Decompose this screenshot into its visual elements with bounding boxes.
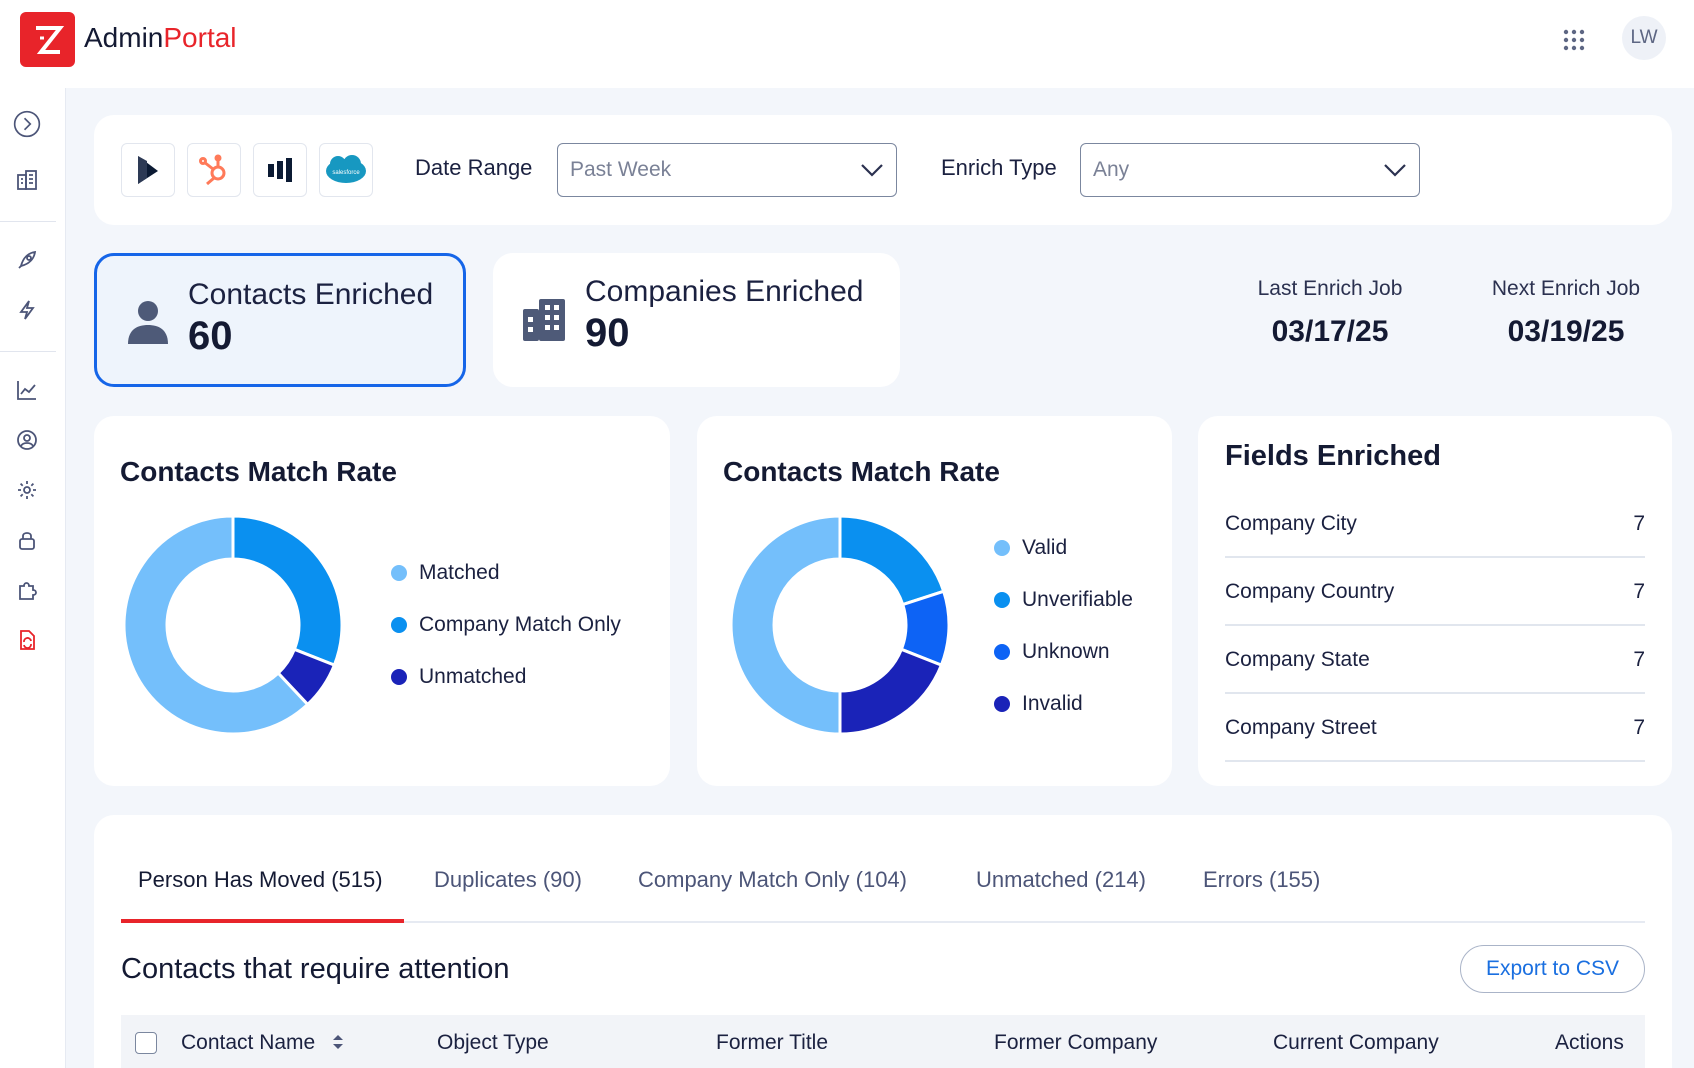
- tab-company-match-only[interactable]: Company Match Only (104): [638, 867, 907, 892]
- companies-enriched-card[interactable]: Companies Enriched 90: [493, 253, 900, 387]
- legend-dot: [391, 565, 407, 581]
- attention-table-card: Person Has Moved (515) Duplicates (90) C…: [94, 815, 1672, 1068]
- app-logo-text: AdminPortal: [84, 22, 237, 53]
- marketo-icon[interactable]: [253, 143, 307, 197]
- legend-valid: Valid: [994, 536, 1067, 560]
- list-item: Company State 7: [1225, 626, 1645, 694]
- legend-invalid: Invalid: [994, 692, 1083, 716]
- person-icon: [125, 298, 171, 348]
- legend-dot: [994, 540, 1010, 556]
- tab-unmatched[interactable]: Unmatched (214): [976, 867, 1146, 892]
- contacts-enriched-label: Contacts Enriched: [188, 278, 434, 311]
- salesforce-icon[interactable]: salesforce: [319, 143, 373, 197]
- table-header: Contact Name Object Type Former Title Fo…: [121, 1015, 1645, 1068]
- column-header-object-type: Object Type: [437, 1031, 549, 1054]
- enrich-type-select[interactable]: Any: [1080, 143, 1420, 197]
- enrich-type-value: Any: [1093, 158, 1130, 181]
- user-avatar[interactable]: LW: [1622, 16, 1666, 60]
- next-enrich-job-value: 03/19/25: [1507, 315, 1625, 348]
- dynamics-icon[interactable]: [121, 143, 175, 197]
- fields-enriched-card: Fields Enriched Company City 7 Company Co…: [1198, 416, 1672, 786]
- date-range-label: Date Range: [415, 155, 533, 180]
- export-csv-button[interactable]: Export to CSV: [1460, 945, 1645, 993]
- sidebar-divider: [0, 221, 56, 222]
- tab-bar: Person Has Moved (515) Duplicates (90) C…: [121, 815, 1645, 923]
- donut-slice-unverifiable[interactable]: [838, 514, 946, 607]
- legend-dot: [391, 617, 407, 633]
- column-header-former-company: Former Company: [994, 1031, 1158, 1054]
- companies-enriched-label: Companies Enriched: [585, 275, 864, 308]
- fields-enriched-title: Fields Enriched: [1225, 440, 1441, 472]
- chart-title: Contacts Match Rate: [120, 456, 397, 487]
- legend-unknown: Unknown: [994, 640, 1110, 664]
- chevron-down-icon: [860, 160, 884, 185]
- chart-title: Contacts Match Rate: [723, 456, 1000, 487]
- column-header-actions: Actions: [1555, 1031, 1624, 1054]
- legend-dot: [994, 696, 1010, 712]
- sidebar: [0, 88, 66, 1068]
- rocket-icon[interactable]: [13, 246, 41, 274]
- donut-slice-matched[interactable]: [122, 514, 310, 736]
- legend-unmatched: Unmatched: [391, 665, 526, 689]
- lightning-icon[interactable]: [13, 296, 41, 324]
- validity-chart-card: Contacts Match Rate Valid Unverifiable U…: [697, 416, 1172, 786]
- select-all-checkbox[interactable]: [135, 1032, 157, 1054]
- lock-icon[interactable]: [13, 526, 41, 554]
- donut-slice-valid[interactable]: [729, 514, 842, 736]
- last-enrich-job-value: 03/17/25: [1271, 315, 1389, 348]
- top-bar: AdminPortal LW: [0, 0, 1694, 88]
- contacts-enriched-value: 60: [188, 314, 233, 358]
- puzzle-icon[interactable]: [13, 576, 41, 604]
- legend-dot: [391, 669, 407, 685]
- last-enrich-job-label: Last Enrich Job: [1257, 277, 1403, 300]
- donut-slice-invalid[interactable]: [838, 647, 944, 736]
- file-sync-icon[interactable]: [13, 626, 41, 654]
- date-range-value: Past Week: [570, 158, 672, 181]
- legend-dot: [994, 644, 1010, 660]
- column-header-contact-name[interactable]: Contact Name: [181, 1031, 345, 1055]
- list-item: Company Street 7: [1225, 694, 1645, 762]
- match-rate-donut: [122, 514, 344, 736]
- list-item: Company Country 7: [1225, 558, 1645, 626]
- active-tab-indicator: [121, 919, 404, 923]
- analytics-icon[interactable]: [13, 376, 41, 404]
- next-enrich-job: Next Enrich Job 03/19/25: [1476, 277, 1656, 349]
- legend-dot: [994, 592, 1010, 608]
- enrich-type-label: Enrich Type: [941, 155, 1057, 180]
- hubspot-icon[interactable]: [187, 143, 241, 197]
- filter-bar: salesforce Date Range Past Week Enrich T…: [94, 115, 1672, 225]
- legend-matched: Matched: [391, 561, 500, 585]
- column-header-current-company: Current Company: [1273, 1031, 1439, 1054]
- apps-grid-icon[interactable]: [1562, 28, 1586, 52]
- sort-icon[interactable]: [331, 1032, 345, 1052]
- companies-enriched-value: 90: [585, 311, 630, 355]
- salesforce-text: salesforce: [332, 170, 360, 176]
- match-rate-chart-card: Contacts Match Rate Matched Company Matc…: [94, 416, 670, 786]
- contacts-enriched-card[interactable]: Contacts Enriched 60: [94, 253, 466, 387]
- tab-errors[interactable]: Errors (155): [1203, 867, 1321, 892]
- next-enrich-job-label: Next Enrich Job: [1491, 277, 1641, 300]
- legend-company-match-only: Company Match Only: [391, 613, 621, 637]
- list-item: Company City 7: [1225, 490, 1645, 558]
- section-title: Contacts that require attention: [121, 953, 510, 985]
- sidebar-divider: [0, 351, 56, 352]
- gear-icon[interactable]: [13, 476, 41, 504]
- validity-donut: [729, 514, 951, 736]
- last-enrich-job: Last Enrich Job 03/17/25: [1240, 277, 1420, 349]
- legend-unverifiable: Unverifiable: [994, 588, 1133, 612]
- building-icon: [521, 295, 567, 345]
- donut-slice-company-match-only[interactable]: [231, 514, 344, 668]
- brand-z-icon[interactable]: [20, 12, 75, 67]
- expand-chevron-icon[interactable]: [13, 110, 41, 138]
- tab-person-has-moved[interactable]: Person Has Moved (515): [138, 867, 383, 892]
- date-range-select[interactable]: Past Week: [557, 143, 897, 197]
- tab-duplicates[interactable]: Duplicates (90): [434, 867, 582, 892]
- companies-icon[interactable]: [13, 166, 41, 194]
- chevron-down-icon: [1383, 160, 1407, 185]
- column-header-former-title: Former Title: [716, 1031, 829, 1054]
- user-circle-icon[interactable]: [13, 426, 41, 454]
